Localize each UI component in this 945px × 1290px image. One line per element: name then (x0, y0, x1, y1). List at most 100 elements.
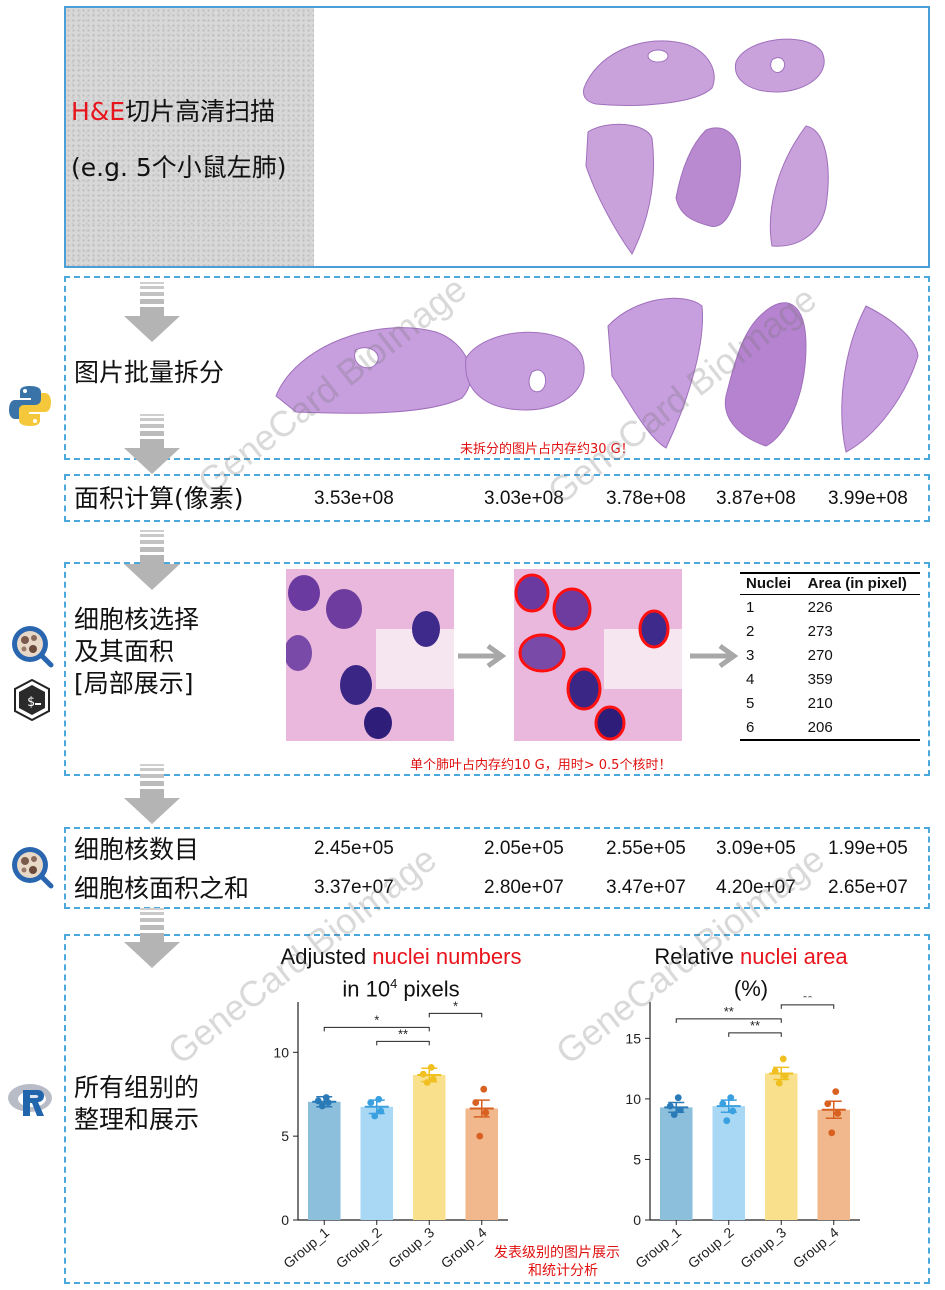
x-tick-label: Group_3 (385, 1224, 437, 1271)
nuclei-select-label: 细胞核选择 (74, 605, 200, 634)
bar (465, 1108, 499, 1220)
bar (817, 1109, 851, 1220)
data-point (666, 1102, 674, 1110)
data-point (719, 1100, 727, 1108)
x-tick-label: Group_4 (438, 1224, 490, 1271)
significance-bracket (728, 1032, 782, 1037)
chart1-title-d: pixels (397, 976, 460, 1002)
table-header-row: Nuclei Area (in pixel) (740, 572, 920, 595)
table-cell: 226 (807, 598, 833, 616)
table-cell: 1 (746, 598, 755, 616)
x-tick-label: Group_4 (790, 1224, 842, 1271)
area-sum-value-2: 2.80e+07 (484, 877, 564, 898)
area-label: 面积计算(像素) (74, 484, 244, 513)
data-point (419, 1070, 427, 1078)
significance-label: ** (750, 1018, 760, 1033)
nuclei-count-label: 细胞核数目 (74, 835, 200, 864)
y-tick-label: 5 (281, 1128, 289, 1144)
qupath-logo-icon (12, 626, 54, 668)
significance-bracket (376, 1040, 430, 1046)
table-row: 2 273 (740, 619, 920, 643)
significance-bracket (675, 1018, 782, 1023)
data-point (322, 1094, 330, 1101)
data-point (834, 1110, 842, 1117)
count-value-4: 3.09e+05 (716, 838, 796, 859)
data-point (318, 1102, 326, 1110)
significance-label: ** (398, 1026, 408, 1041)
data-point (423, 1079, 431, 1086)
table-cell: 359 (807, 670, 833, 688)
table-row: 3 270 (740, 643, 920, 667)
area-value-4: 3.87e+08 (716, 488, 796, 509)
area-value-3: 3.78e+08 (606, 488, 686, 509)
split-lung-2 (465, 331, 585, 411)
data-point (676, 1106, 684, 1114)
table-cell: 270 (807, 646, 833, 664)
publish-note-1: 发表级别的图片展示 (494, 1245, 620, 1261)
data-point (771, 1067, 779, 1075)
lung-slide-4 (675, 127, 742, 227)
x-tick-label: Group_1 (632, 1224, 684, 1271)
arrow-right-icon (458, 643, 507, 669)
nuclei-stats-panel: 细胞核数目 细胞核面积之和 2.45e+05 2.05e+05 2.55e+05… (64, 827, 930, 909)
data-point (723, 1117, 731, 1125)
data-point (781, 1072, 789, 1080)
area-sum-value-5: 2.65e+07 (828, 877, 908, 898)
area-panel: 面积计算(像素) 3.53e+08 3.03e+08 3.78e+08 3.87… (64, 474, 930, 522)
significance-label: ** (802, 996, 812, 1005)
data-point (367, 1099, 375, 1107)
chart1-title-c: in 10 (342, 976, 391, 1002)
table-cell: 2 (746, 622, 755, 640)
nuclei-memory-note: 单个肺叶占内存约10 G，用时> 0.5个核时！ (410, 758, 672, 773)
nuclei-area-table: Nuclei Area (in pixel) 1 226 2 273 3 270 4 3… (740, 572, 920, 741)
scan-panel: H&E切片高清扫描 (e.g. 5个小鼠左肺) (64, 6, 930, 268)
r-logo-icon (8, 1084, 52, 1116)
data-point (828, 1129, 836, 1137)
scan-example-label: (e.g. 5个小鼠左肺) (71, 153, 287, 182)
nuclei-area-label: 及其面积 (74, 637, 175, 666)
chart1-title-sup: 4 (390, 976, 398, 991)
area-value-5: 3.99e+08 (828, 488, 908, 509)
count-value-3: 2.55e+05 (606, 838, 686, 859)
y-tick-label: 0 (281, 1212, 289, 1228)
chart2-title-b: nuclei area (739, 944, 848, 969)
data-point (472, 1099, 480, 1107)
data-point (377, 1107, 385, 1115)
arrow-down-icon (124, 414, 180, 474)
significance-bracket (780, 1004, 835, 1009)
area-sum-value-1: 3.37e+07 (314, 877, 394, 898)
nuclei-outlined-image (514, 569, 682, 741)
bash-terminal-icon: $ (14, 678, 50, 722)
chart1-title-a: Adjusted (280, 944, 373, 969)
split-lung-5 (841, 305, 919, 453)
publish-note-2: 和统计分析 (528, 1263, 598, 1279)
data-point (729, 1107, 737, 1115)
count-value-2: 2.05e+05 (484, 838, 564, 859)
significance-label: * (453, 998, 458, 1013)
scan-label: H&E切片高清扫描 (71, 96, 275, 129)
area-sum-value-4: 4.20e+07 (716, 877, 796, 898)
table-cell: 3 (746, 646, 755, 664)
bar (307, 1101, 341, 1220)
data-point (779, 1055, 787, 1063)
bar (360, 1106, 394, 1220)
table-cell: 6 (740, 715, 802, 741)
y-tick-label: 15 (625, 1030, 641, 1046)
split-lung-1 (275, 327, 472, 414)
table-row: 1 226 (740, 595, 920, 620)
scan-texture-image (66, 8, 314, 266)
chart1-title: Adjusted nuclei numbers (266, 944, 536, 970)
python-logo-icon (9, 386, 51, 426)
y-tick-label: 5 (633, 1151, 641, 1167)
area-value-1: 3.53e+08 (314, 488, 394, 509)
arrow-down-icon (124, 282, 180, 342)
arrow-right-icon (690, 643, 739, 669)
summary-panel: 所有组别的 整理和展示 Adjusted nuclei numbers in 1… (64, 934, 930, 1284)
data-point (476, 1132, 484, 1140)
table-cell: 273 (807, 622, 833, 640)
y-tick-label: 10 (625, 1091, 641, 1107)
split-panel: 图片批量拆分 未拆分的图片占内存约30 G！ (64, 276, 930, 460)
lung-slides-image (583, 38, 829, 255)
nuclei-area-sum-label: 细胞核面积之和 (74, 874, 250, 903)
table-row: 6 206 (740, 715, 920, 741)
